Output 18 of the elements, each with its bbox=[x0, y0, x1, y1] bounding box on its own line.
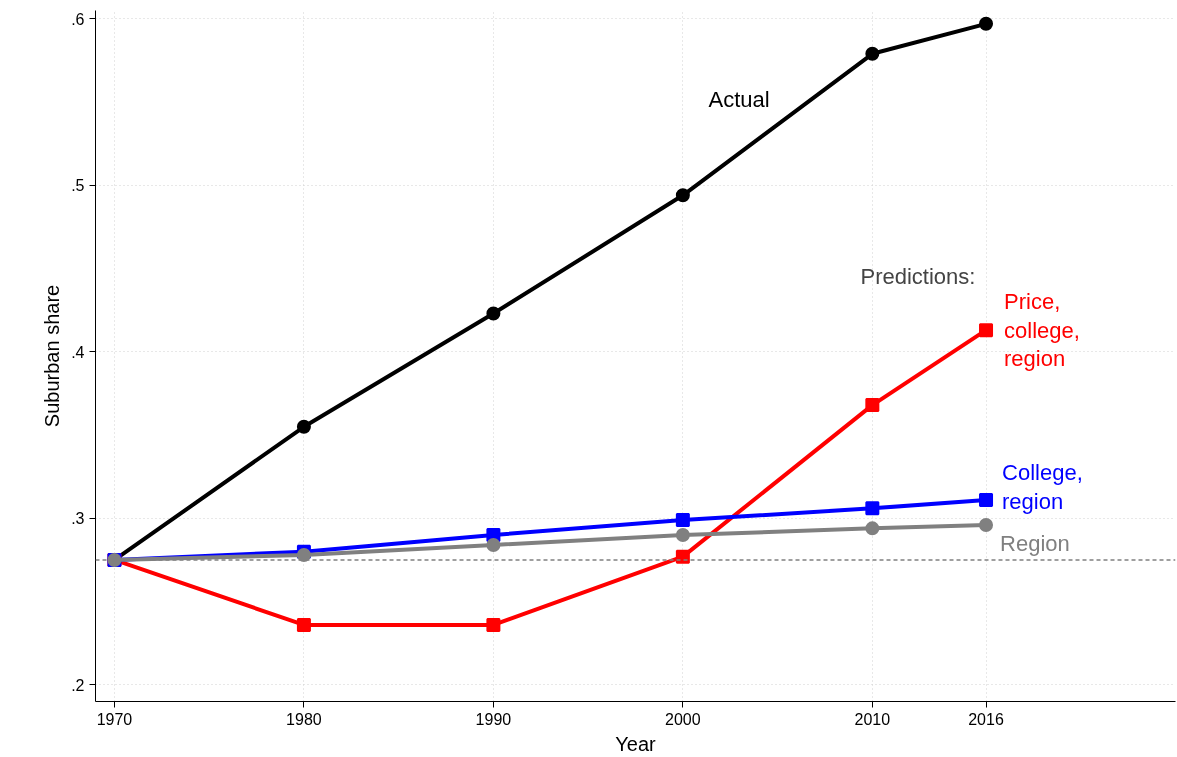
series-label: Price, college, region bbox=[1004, 288, 1080, 372]
x-tick-label: 2016 bbox=[968, 710, 1004, 728]
x-tick-label: 1990 bbox=[475, 710, 512, 728]
series-label: College, region bbox=[1002, 460, 1083, 514]
y-tick-label: .2 bbox=[71, 676, 85, 694]
y-tick-label: .6 bbox=[71, 10, 85, 28]
y-axis-title: Suburban share bbox=[41, 284, 64, 428]
x-tick-label: 2010 bbox=[854, 710, 891, 728]
x-tick-label: 1970 bbox=[96, 710, 133, 728]
series-label: Actual bbox=[708, 87, 770, 113]
annotation: Predictions: bbox=[860, 264, 976, 289]
y-tick-label: .3 bbox=[71, 510, 85, 528]
x-tick-label: 1980 bbox=[286, 710, 322, 728]
y-tick-label: .5 bbox=[71, 177, 85, 195]
series-label: Region bbox=[1000, 530, 1070, 556]
x-tick-label: 2000 bbox=[665, 710, 701, 728]
x-axis-title: Year bbox=[615, 732, 657, 755]
y-tick-label: .4 bbox=[71, 343, 85, 361]
